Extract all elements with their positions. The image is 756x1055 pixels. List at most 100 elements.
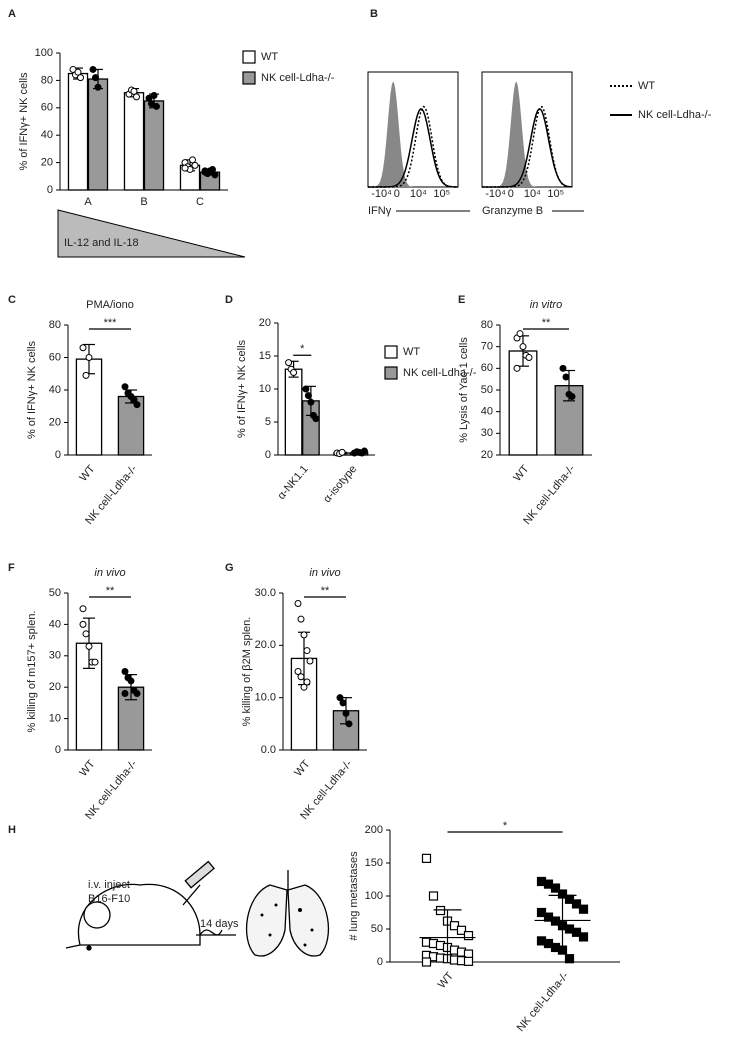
y-tick-label: 20 bbox=[259, 317, 271, 329]
data-point bbox=[74, 68, 82, 76]
gradient-label: IL-12 and IL-18 bbox=[64, 237, 139, 249]
legend-label: WT bbox=[403, 346, 420, 358]
data-point bbox=[421, 957, 432, 967]
legend-label: WT bbox=[261, 51, 278, 63]
data-point bbox=[133, 401, 141, 409]
data-point bbox=[285, 359, 293, 367]
panel-label: E bbox=[458, 294, 465, 306]
x-tick-label: C bbox=[196, 196, 204, 208]
data-point bbox=[338, 448, 346, 456]
y-tick-label: 10 bbox=[49, 713, 61, 725]
y-tick-label: 0.0 bbox=[261, 744, 276, 756]
legend-swatch bbox=[242, 50, 256, 64]
data-point bbox=[121, 383, 129, 391]
y-axis-label: % killing of β2M splen. bbox=[241, 617, 253, 727]
data-point bbox=[300, 631, 308, 639]
data-point bbox=[312, 415, 320, 423]
data-point bbox=[536, 907, 547, 918]
data-point bbox=[130, 87, 138, 95]
bar bbox=[284, 368, 303, 456]
data-point bbox=[85, 642, 93, 650]
data-point bbox=[121, 689, 129, 697]
panel-label: B bbox=[370, 8, 378, 20]
x-tick-label: WT bbox=[436, 970, 456, 991]
data-point bbox=[91, 74, 99, 82]
y-tick-label: 100 bbox=[365, 890, 383, 902]
x-axis-label: Granzyme B bbox=[482, 205, 543, 217]
data-point bbox=[557, 945, 568, 955]
gradient-triangle bbox=[57, 209, 246, 258]
data-point bbox=[303, 678, 311, 686]
y-tick-label: 10.0 bbox=[255, 692, 276, 704]
x-axis-label: IFNγ bbox=[368, 205, 392, 217]
y-tick-label: 0 bbox=[55, 744, 61, 756]
legend-label: NK cell-Ldha-/- bbox=[261, 72, 335, 84]
x-tick-label: WT bbox=[77, 463, 97, 484]
data-point bbox=[206, 167, 214, 175]
data-point bbox=[435, 905, 446, 916]
data-point bbox=[559, 364, 567, 372]
legend-swatch bbox=[384, 366, 398, 380]
panel-label: A bbox=[8, 8, 16, 20]
data-point bbox=[564, 954, 575, 964]
significance-label: * bbox=[503, 820, 508, 832]
data-point bbox=[339, 699, 347, 707]
y-axis-label: % of IFNγ+ NK cells bbox=[236, 339, 248, 438]
legend-swatch bbox=[384, 345, 398, 359]
data-point bbox=[456, 925, 467, 935]
data-point bbox=[133, 689, 141, 697]
y-axis-label: % of IFNγ+ NK cells bbox=[18, 72, 30, 171]
y-tick-label: 50 bbox=[481, 384, 493, 396]
data-point bbox=[306, 657, 314, 665]
data-point bbox=[121, 668, 129, 675]
data-point bbox=[294, 599, 302, 607]
y-tick-label: 80 bbox=[41, 74, 53, 86]
data-point bbox=[290, 369, 298, 376]
y-tick-label: 200 bbox=[365, 824, 383, 836]
y-axis-label: % Lysis of Yac-1 cells bbox=[458, 337, 470, 443]
data-point bbox=[297, 673, 305, 681]
y-tick-label: 100 bbox=[35, 47, 53, 59]
data-point bbox=[130, 396, 138, 404]
data-point bbox=[336, 694, 344, 702]
x-tick-label: -10⁴ bbox=[371, 188, 392, 200]
data-point bbox=[300, 683, 308, 691]
data-point bbox=[152, 102, 160, 110]
significance-label: *** bbox=[104, 317, 118, 329]
data-point bbox=[578, 904, 589, 914]
significance-label: ** bbox=[106, 585, 115, 597]
data-point bbox=[89, 65, 97, 73]
histogram bbox=[368, 105, 458, 188]
mouse-diagram bbox=[65, 860, 330, 957]
histogram bbox=[482, 108, 573, 188]
data-point bbox=[578, 932, 589, 942]
data-point bbox=[360, 447, 368, 455]
data-point bbox=[571, 899, 582, 909]
data-point bbox=[463, 930, 474, 941]
x-tick-label: 10⁴ bbox=[524, 188, 541, 200]
legend-label: WT bbox=[638, 80, 655, 92]
data-point bbox=[82, 630, 90, 638]
data-point bbox=[303, 647, 311, 655]
panel-label: D bbox=[225, 294, 233, 306]
annotation: B16-F10 bbox=[88, 893, 130, 905]
data-point bbox=[463, 956, 474, 966]
panel-label: H bbox=[8, 824, 16, 836]
y-tick-label: 70 bbox=[481, 341, 493, 353]
bar bbox=[87, 78, 109, 191]
bar bbox=[123, 92, 145, 191]
data-point bbox=[562, 373, 570, 381]
data-point bbox=[94, 83, 102, 91]
x-tick-label: 10⁵ bbox=[547, 188, 564, 200]
data-point bbox=[550, 883, 561, 893]
data-point bbox=[519, 343, 527, 351]
x-tick-label: A bbox=[84, 196, 92, 208]
y-tick-label: 20 bbox=[481, 449, 493, 461]
data-point bbox=[79, 605, 87, 613]
y-tick-label: 5 bbox=[265, 416, 271, 428]
x-tick-label: -10⁴ bbox=[485, 188, 506, 200]
data-point bbox=[342, 709, 350, 717]
significance-label: ** bbox=[542, 317, 551, 329]
y-tick-label: 15 bbox=[259, 350, 271, 362]
